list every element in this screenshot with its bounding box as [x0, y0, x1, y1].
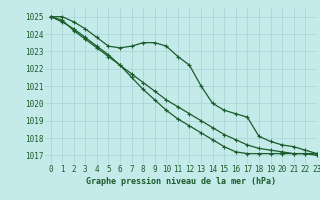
X-axis label: Graphe pression niveau de la mer (hPa): Graphe pression niveau de la mer (hPa) — [86, 177, 276, 186]
